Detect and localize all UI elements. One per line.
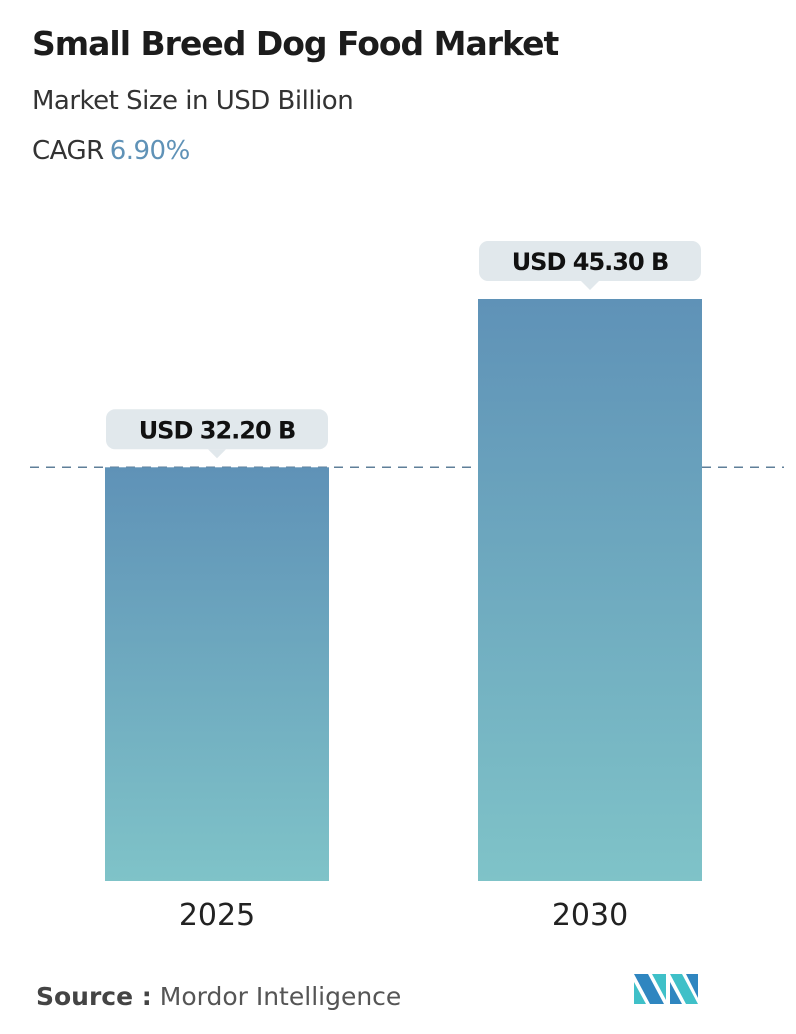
data-label-bubble — [106, 409, 328, 450]
chart-title: Small Breed Dog Food Market — [32, 24, 559, 63]
cagr-label: CAGR — [32, 136, 104, 166]
source-line: Source : Mordor Intelligence — [36, 982, 401, 1011]
x-tick-label: 2030 — [552, 898, 628, 933]
mordor-logo-icon — [634, 974, 698, 1004]
source-label: Source : — [36, 982, 152, 1011]
data-label: USD 32.20 B — [139, 416, 296, 444]
x-tick-label: 2025 — [179, 898, 255, 933]
chart-subtitle: Market Size in USD Billion — [32, 86, 354, 116]
source-value: Mordor Intelligence — [159, 982, 402, 1011]
cagr-value: 6.90% — [109, 136, 191, 166]
bar-2030 — [478, 299, 702, 881]
data-label: USD 45.30 B — [512, 248, 669, 276]
bar-2025 — [105, 467, 329, 881]
data-label-pointer — [581, 281, 599, 290]
data-label-pointer — [208, 449, 226, 459]
data-label-bubble — [479, 241, 701, 281]
cagr-text: CAGR 6.90% — [32, 136, 190, 166]
